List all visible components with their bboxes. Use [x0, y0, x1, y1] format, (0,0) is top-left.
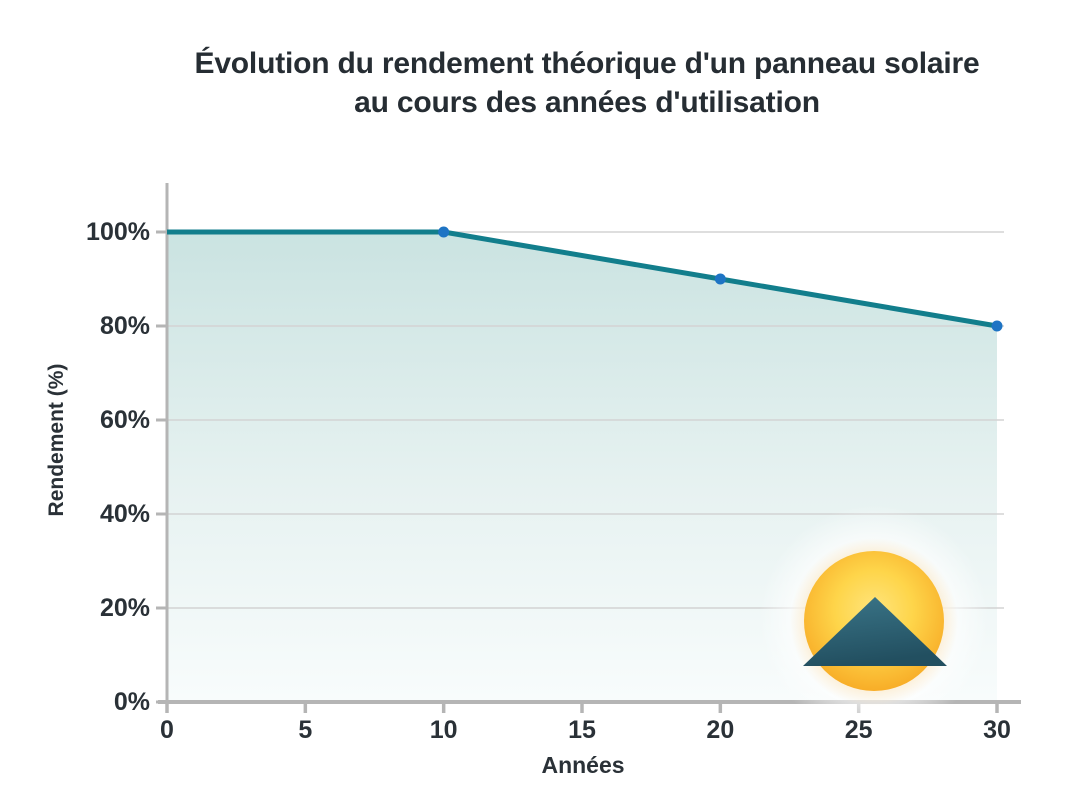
- data-point: [714, 273, 726, 285]
- y-tick-label: 100%: [86, 218, 150, 246]
- y-tick-label: 80%: [99, 312, 150, 340]
- x-tick-label: 0: [160, 716, 174, 744]
- y-tick-label: 20%: [99, 594, 150, 622]
- x-tick-label: 20: [706, 716, 735, 744]
- y-tick-label: 60%: [99, 406, 150, 434]
- x-tick-label: 15: [568, 716, 596, 744]
- x-axis-title: Années: [541, 752, 625, 778]
- chart-title-line1: Évolution du rendement théorique d'un pa…: [194, 47, 980, 80]
- data-point: [991, 320, 1003, 332]
- x-tick-label: 5: [298, 716, 313, 744]
- x-axis-line: [158, 700, 1021, 704]
- chart-title: Évolution du rendement théorique d'un pa…: [167, 44, 1007, 122]
- mountain-icon: [803, 597, 947, 666]
- y-axis-line: [165, 183, 169, 702]
- trend-line: [167, 229, 998, 329]
- x-tick-label: 25: [844, 716, 873, 744]
- x-tick-label: 30: [983, 716, 1011, 744]
- chart-title-line2: au cours des années d'utilisation: [354, 86, 820, 119]
- y-tick-label: 40%: [99, 500, 150, 528]
- sunrise-logo: [759, 505, 989, 735]
- trend-line-layer: [167, 229, 998, 329]
- x-tick-label: 10: [429, 716, 458, 744]
- data-point-layer: [438, 226, 1003, 332]
- data-point: [438, 226, 450, 238]
- y-tick-label: 0%: [113, 688, 150, 716]
